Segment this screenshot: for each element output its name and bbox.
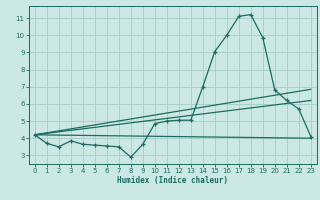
X-axis label: Humidex (Indice chaleur): Humidex (Indice chaleur) [117, 176, 228, 185]
